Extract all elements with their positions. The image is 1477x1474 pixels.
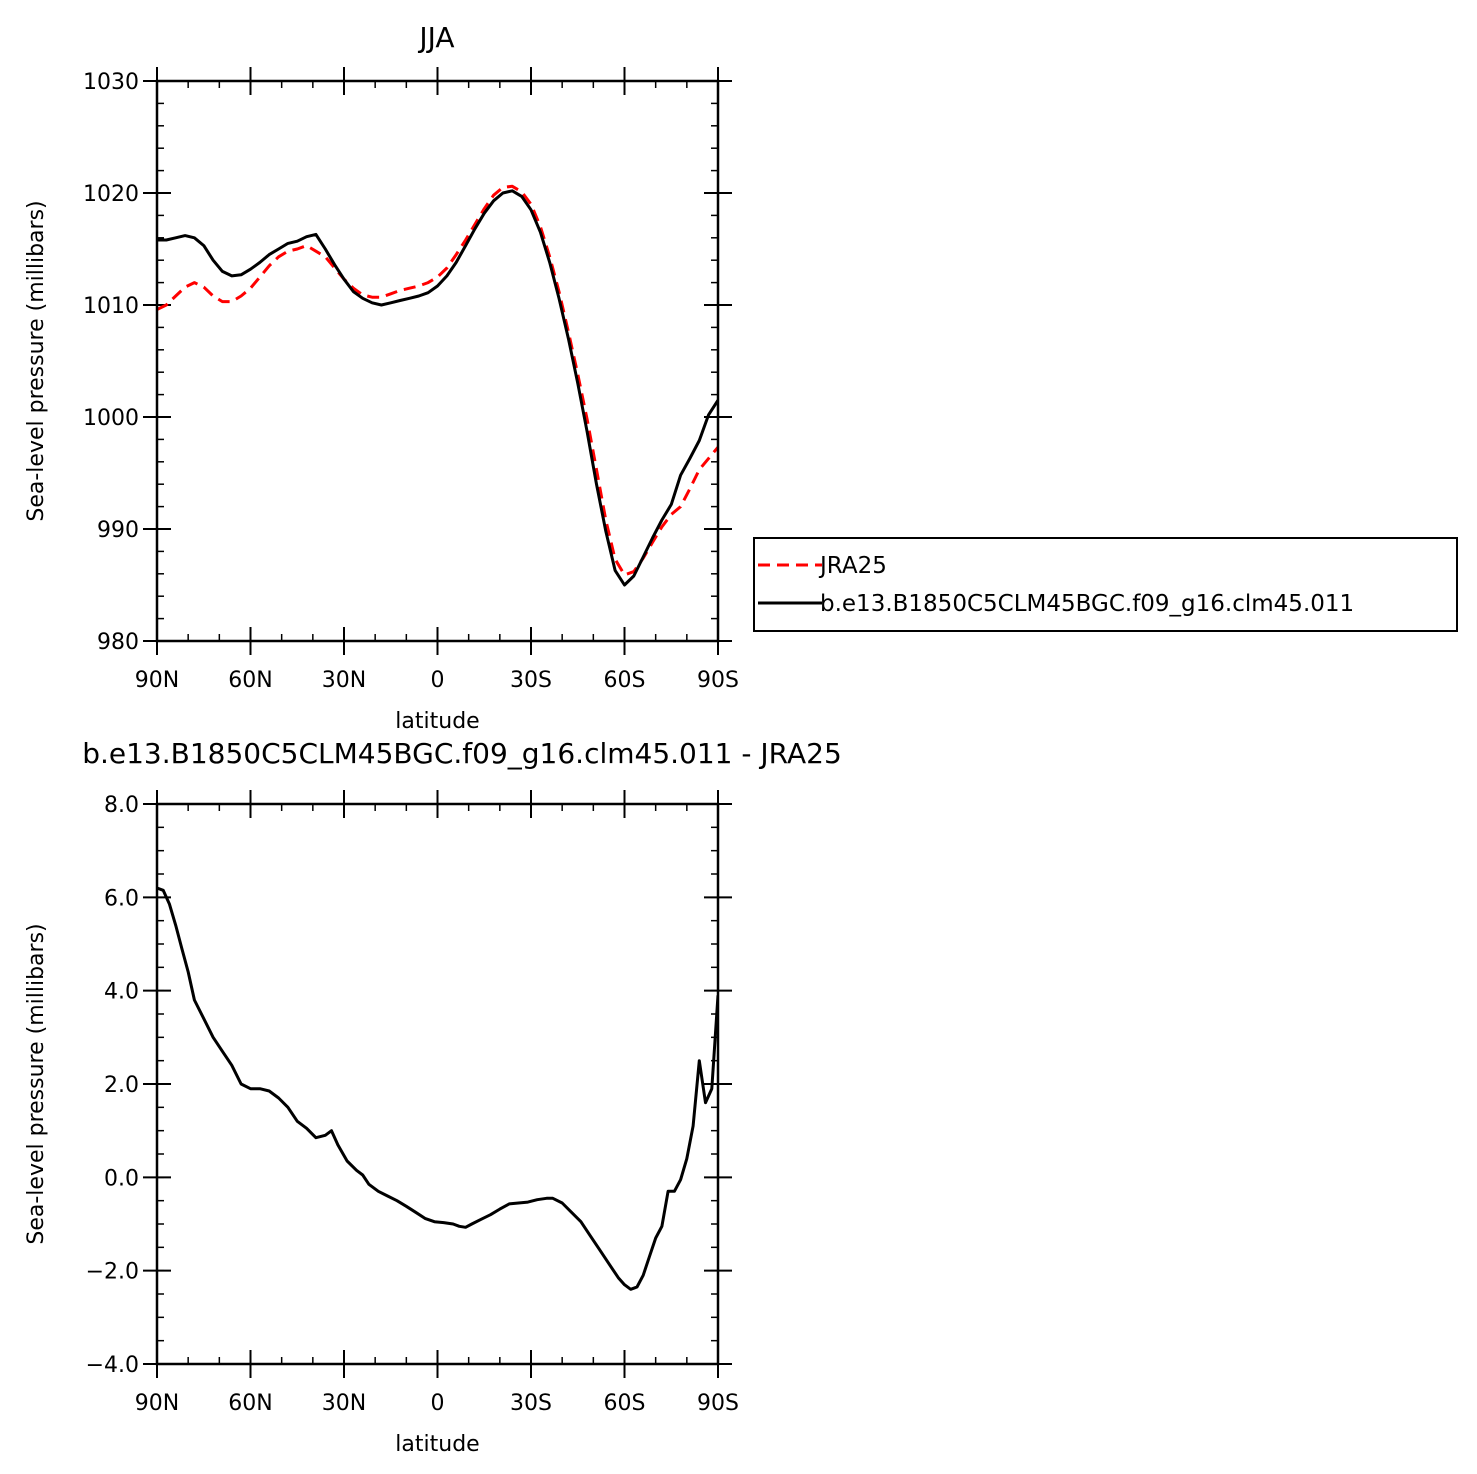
x-tick-label: 90N	[135, 1391, 179, 1416]
legend-entry-label: JRA25	[818, 553, 887, 579]
y-tick-label: 980	[97, 630, 139, 655]
y-tick-label: 1010	[83, 294, 139, 319]
x-tick-label: 90S	[697, 668, 739, 693]
y-tick-label: 1020	[83, 182, 139, 207]
y-axis-label: Sea-level pressure (millibars)	[24, 923, 49, 1244]
plot-title: JJA	[417, 21, 454, 54]
series-line	[157, 886, 718, 1291]
x-axis-label: latitude	[395, 709, 479, 734]
y-axis-label: Sea-level pressure (millibars)	[24, 200, 49, 521]
y-tick-label: 0.0	[104, 1166, 139, 1191]
y-tick-label: 8.0	[104, 793, 139, 818]
y-tick-label: −4.0	[86, 1353, 139, 1378]
x-tick-label: 0	[431, 1391, 445, 1416]
x-tick-label: 30N	[322, 1391, 366, 1416]
y-tick-label: 990	[97, 518, 139, 543]
legend: JRA25 b.e13.B1850C5CLM45BGC.f09_g16.clm45…	[753, 537, 1458, 632]
x-tick-label: 90N	[135, 668, 179, 693]
x-tick-label: 60N	[228, 668, 272, 693]
series-line-b-e13-b1850c5clm45bgc-f09-g16-clm45-011	[157, 189, 718, 587]
x-tick-label: 60N	[228, 1391, 272, 1416]
x-tick-label: 30S	[510, 1391, 552, 1416]
x-tick-label: 0	[431, 668, 445, 693]
y-tick-label: 1030	[83, 70, 139, 95]
y-tick-label: 1000	[83, 406, 139, 431]
x-tick-label: 60S	[604, 1391, 646, 1416]
plot-frame	[155, 802, 720, 1366]
y-tick-label: 6.0	[104, 886, 139, 911]
x-tick-label: 30S	[510, 668, 552, 693]
y-tick-label: 2.0	[104, 1073, 139, 1098]
bottom-panel-difference: b.e13.B1850C5CLM45BGC.f09_g16.clm45.011 …	[24, 737, 842, 1457]
legend-box	[753, 537, 1458, 632]
series-line-jra25	[157, 184, 718, 577]
plot-title: b.e13.B1850C5CLM45BGC.f09_g16.clm45.011 …	[82, 737, 842, 770]
x-tick-label: 30N	[322, 668, 366, 693]
legend-entry-label: b.e13.B1850C5CLM45BGC.f09_g16.clm45.011	[820, 591, 1354, 617]
top-panel-jja: JJA 980 990 1000 1010 1020 1030 90N 60N 30N 0 30S 60…	[24, 21, 739, 734]
y-tick-label: −2.0	[86, 1260, 139, 1285]
x-axis-label: latitude	[395, 1432, 479, 1457]
x-tick-label: 90S	[697, 1391, 739, 1416]
y-tick-label: 4.0	[104, 980, 139, 1005]
x-tick-label: 60S	[604, 668, 646, 693]
plot-frame	[155, 79, 720, 643]
